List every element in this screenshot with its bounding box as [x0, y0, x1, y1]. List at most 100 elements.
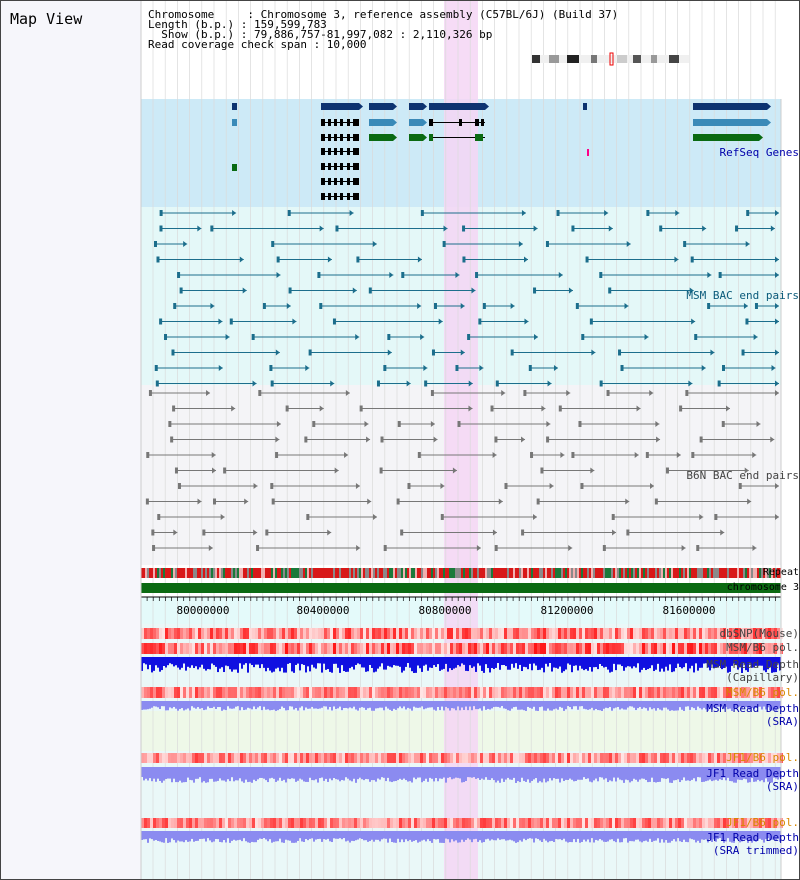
dbsnp-heat-cell [330, 628, 333, 639]
repeat-segment [471, 568, 473, 578]
repeat-segment [289, 568, 291, 578]
repeat-segment [195, 568, 197, 578]
gene-exon [353, 148, 359, 155]
jf1-trimmed-depth-bar [481, 831, 483, 843]
jf1-trimmed-depth-bar [555, 831, 557, 839]
bac-end-marker [171, 349, 175, 356]
dbsnp-heat-cell [222, 628, 225, 639]
jf1-trimmed-depth-bar [189, 831, 191, 842]
msm-pol-heat-cell [735, 643, 738, 654]
repeat-segment [207, 568, 209, 578]
bac-end-marker [645, 452, 649, 458]
jf1-sra-depth-bar [613, 767, 615, 778]
repeat-segment [569, 568, 571, 578]
bac-end-marker [270, 380, 274, 387]
jf1-pol2-heat-cell [186, 818, 189, 828]
jf1-pol-heat-cell [774, 753, 777, 763]
msm-pol-sra-heat-cell [324, 687, 327, 698]
jf1-pol-heat-cell [279, 753, 282, 763]
track-label-refseq-genes[interactable]: RefSeq Genes [719, 146, 799, 159]
gene-block [321, 103, 359, 110]
dbsnp-heat-cell [375, 628, 378, 639]
msm-capillary-depth-bar [619, 657, 621, 665]
jf1-sra-depth-bar [759, 767, 761, 782]
jf1-trimmed-depth-bar [179, 831, 181, 842]
track-label-b6n-bac[interactable]: B6N BAC end pairs [686, 469, 799, 482]
track-label-jf1-b6-pol-2[interactable]: JF1/B6 pol. [726, 816, 799, 829]
jf1-pol-heat-cell [198, 753, 201, 763]
msm-capillary-depth-bar [621, 657, 623, 667]
jf1-sra-depth-bar [417, 767, 419, 778]
jf1-sra-depth-bar [193, 767, 195, 783]
bac-end-marker [494, 436, 498, 443]
bac-end-marker [154, 365, 158, 371]
track-label-repeat[interactable]: Repeat [762, 567, 799, 578]
dbsnp-heat-cell [618, 628, 621, 639]
track-label-dbsnp[interactable]: dbSNP(Mouse) [719, 627, 799, 640]
bac-end-marker [504, 483, 508, 489]
msm-capillary-depth-bar [543, 657, 545, 673]
bac-end-arrow [292, 318, 297, 325]
msm-capillary-depth-bar [337, 657, 339, 668]
repeat-segment [655, 568, 657, 578]
msm-sra-depth-bar [411, 701, 413, 711]
track-label-msm-read-depth-sra[interactable]: MSM Read Depth (SRA) [706, 702, 799, 728]
msm-sra-depth-bar [765, 701, 767, 710]
track-label-msm-read-depth-capillary[interactable]: MSM Read Depth (Capillary) [706, 658, 799, 684]
repeat-segment [623, 568, 625, 578]
dbsnp-heat-cell [663, 628, 666, 639]
track-label-jf1-read-depth-trimmed[interactable]: JF1 Read Depth (SRA trimmed) [706, 831, 799, 857]
msm-sra-depth-bar [565, 701, 567, 710]
track-label-jf1-read-depth-sra[interactable]: JF1 Read Depth (SRA) [706, 767, 799, 793]
jf1-sra-depth-bar [573, 767, 575, 782]
track-label-msm-bac[interactable]: MSM BAC end pairs [686, 289, 799, 302]
msm-sra-depth-bar [219, 701, 221, 708]
bac-end-marker [699, 436, 703, 443]
jf1-trimmed-depth-bar [443, 831, 445, 843]
bac-end-marker [718, 272, 722, 278]
bac-end-arrow [468, 405, 473, 412]
jf1-trimmed-depth-bar [733, 831, 735, 843]
gene-exon [347, 178, 350, 185]
repeat-segment [175, 568, 177, 578]
repeat-segment [649, 568, 651, 578]
jf1-sra-depth-bar [275, 767, 277, 782]
length-line: Length (b.p.) : 159,599,783 [148, 18, 327, 31]
msm-capillary-depth-bar [463, 657, 465, 665]
jf1-trimmed-depth-bar [551, 831, 553, 841]
track-label-msm-b6-pol[interactable]: MSM/B6 pol. [726, 641, 799, 654]
track-label-msm-b6-pol-sra[interactable]: MSM/B6 pol. [726, 686, 799, 699]
msm-sra-depth-bar [409, 701, 411, 709]
msm-pol-heat-cell [405, 643, 408, 654]
jf1-pol2-heat-cell [567, 818, 570, 828]
msm-capillary-depth-bar [679, 657, 681, 668]
bac-end-arrow [197, 225, 202, 232]
jf1-pol2-heat-cell [180, 818, 183, 828]
msm-sra-depth-bar [197, 701, 199, 708]
jf1-trimmed-depth-bar [339, 831, 341, 839]
msm-capillary-depth-bar [685, 657, 687, 664]
jf1-pol-heat-cell [543, 753, 546, 763]
jf1-pol2-heat-cell [357, 818, 360, 828]
repeat-segment [759, 568, 761, 578]
msm-sra-depth-bar [591, 701, 593, 708]
jf1-trimmed-depth-bar [547, 831, 549, 843]
dbsnp-heat-cell [216, 628, 219, 639]
msm-pol-sra-heat-cell [720, 687, 723, 698]
jf1-sra-depth-bar [175, 767, 177, 783]
jf1-sra-depth-bar [479, 767, 481, 780]
msm-sra-depth-bar [603, 701, 605, 709]
jf1-sra-depth-bar [179, 767, 181, 781]
repeat-segment [701, 568, 703, 578]
msm-sra-depth-bar [405, 701, 407, 710]
dbsnp-heat-cell [306, 628, 309, 639]
jf1-sra-depth-bar [657, 767, 659, 782]
msm-pol-sra-heat-cell [354, 687, 357, 698]
jf1-trimmed-depth-bar [531, 831, 533, 839]
msm-capillary-depth-bar [329, 657, 331, 672]
msm-pol-heat-cell [723, 643, 726, 654]
track-label-jf1-b6-pol[interactable]: JF1/B6 pol. [726, 751, 799, 764]
msm-capillary-depth-bar [185, 657, 187, 671]
msm-capillary-depth-bar [341, 657, 343, 666]
